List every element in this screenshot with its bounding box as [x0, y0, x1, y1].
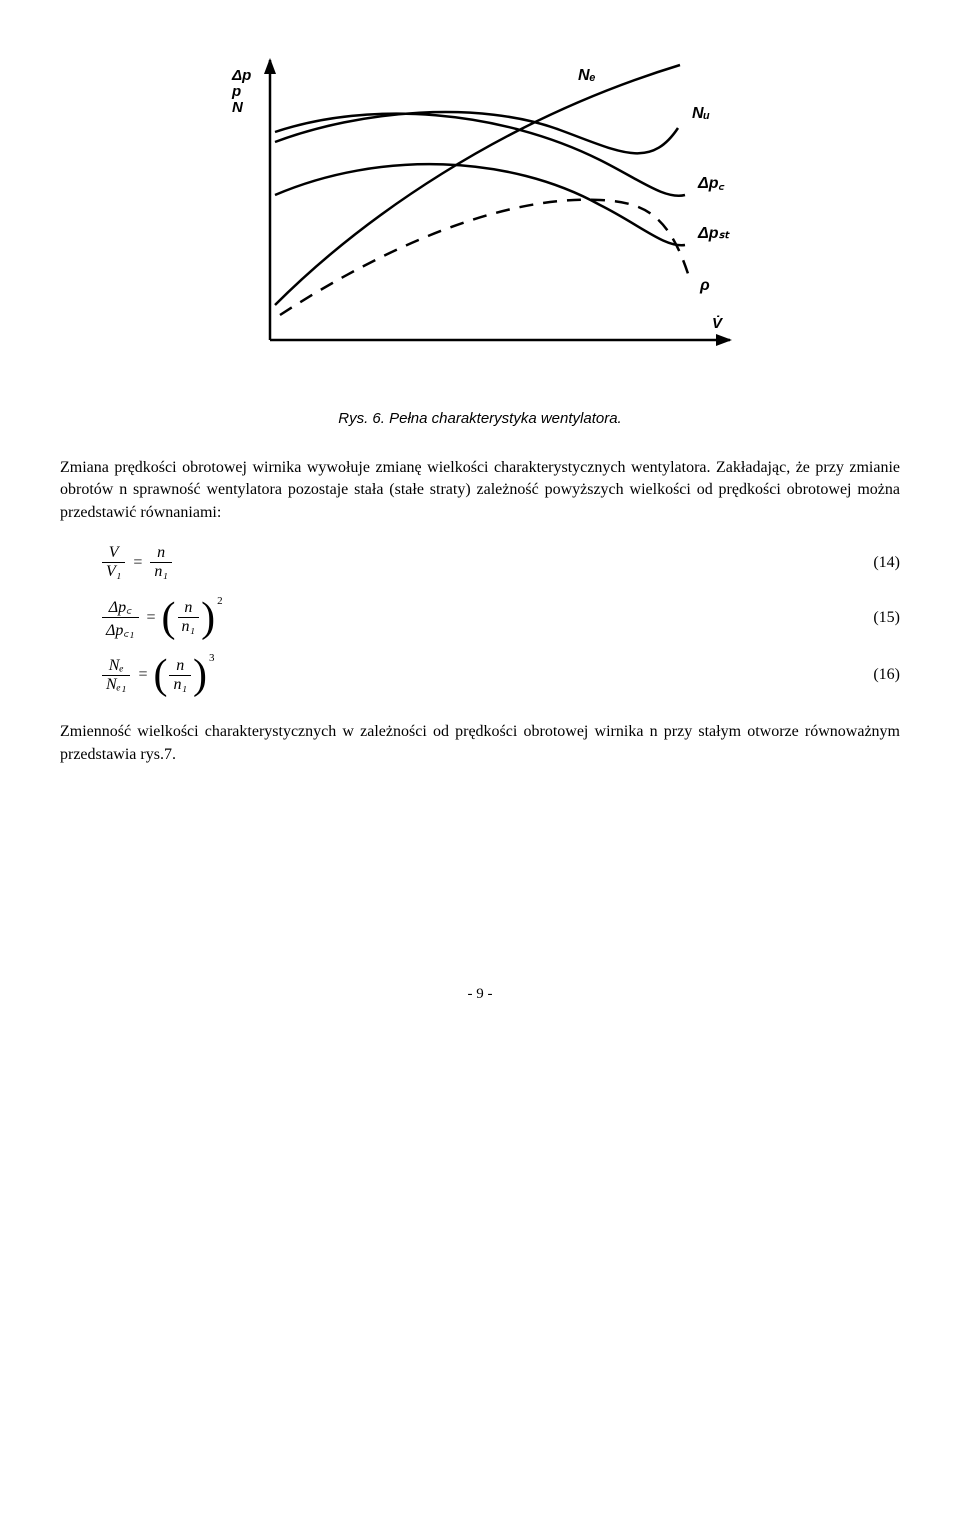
svg-text:N: N — [232, 99, 244, 116]
svg-text:Δp꜀: Δp꜀ — [697, 175, 725, 192]
svg-text:Δpₛₜ: Δpₛₜ — [697, 225, 730, 242]
eq14-lhs-num: V — [105, 544, 123, 562]
equation-16: Nₑ Nₑ₁ = ( n n₁ ) 3 (16) — [60, 654, 900, 696]
page-number: - 9 - — [60, 986, 900, 1003]
equation-14: V V₁ = n n₁ (14) — [60, 544, 900, 581]
eq15-power: 2 — [217, 595, 223, 607]
svg-text:Nₑ: Nₑ — [578, 67, 596, 84]
svg-text:V̇: V̇ — [712, 315, 724, 332]
eq15-rhs-num: n — [180, 599, 196, 617]
figure-caption: Rys. 6. Pełna charakterystyka wentylator… — [60, 410, 900, 427]
eq16-number: (16) — [840, 666, 900, 684]
eq14-number: (14) — [840, 554, 900, 572]
eq16-power: 3 — [209, 652, 215, 664]
eq14-lhs-den: V₁ — [102, 562, 125, 581]
eq16-rhs-den: n₁ — [169, 675, 191, 694]
eq16-lhs-den: Nₑ₁ — [102, 675, 130, 694]
eq15-number: (15) — [840, 609, 900, 627]
eq15-lhs-den: Δp꜀₁ — [102, 617, 139, 640]
figure-6: ΔppN V̇ Nₑ Nᵤ Δp꜀ Δpₛₜ ρ — [60, 40, 900, 380]
eq16-rhs-num: n — [172, 657, 188, 675]
paragraph-1: Zmiana prędkości obrotowej wirnika wywoł… — [60, 457, 900, 524]
eq16-lhs-num: Nₑ — [105, 657, 128, 675]
eq15-rhs-den: n₁ — [178, 617, 200, 636]
equation-15: Δp꜀ Δp꜀₁ = ( n n₁ ) 2 (15) — [60, 595, 900, 640]
eq14-rhs-num: n — [153, 544, 169, 562]
svg-text:Δp: Δp — [231, 67, 251, 84]
paragraph-2: Zmienność wielkości charakterystycznych … — [60, 721, 900, 766]
svg-text:ρ: ρ — [699, 277, 710, 294]
chart-diagram: ΔppN V̇ Nₑ Nᵤ Δp꜀ Δpₛₜ ρ — [200, 40, 760, 380]
svg-text:p: p — [231, 83, 241, 100]
svg-text:Nᵤ: Nᵤ — [692, 105, 710, 122]
eq14-rhs-den: n₁ — [150, 562, 172, 581]
eq15-lhs-num: Δp꜀ — [105, 595, 136, 617]
